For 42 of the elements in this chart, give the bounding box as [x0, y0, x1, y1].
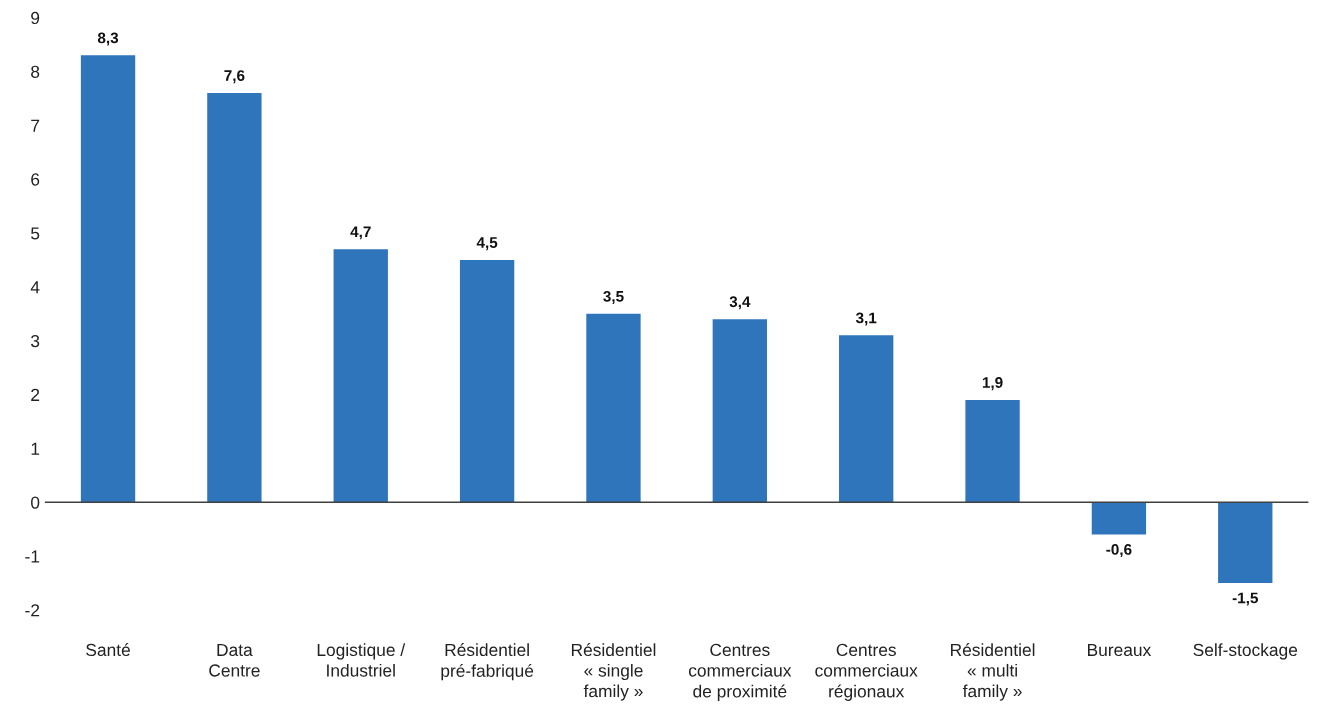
y-tick-label: 7: [31, 119, 40, 132]
x-tick-label: Centres commerciaux régionaux: [815, 643, 918, 701]
y-tick-label: 8: [31, 65, 40, 78]
bar: [1218, 502, 1273, 584]
bar: [1091, 502, 1147, 535]
bar: [459, 259, 515, 503]
data-label: 1,9: [982, 377, 1003, 391]
data-label: 7,6: [224, 70, 245, 84]
y-tick-label: -1: [25, 550, 40, 563]
x-tick-label: Logistique / Industriel: [317, 643, 406, 677]
bar: [80, 55, 136, 503]
x-tick-label: Résidentiel « multi family »: [951, 643, 1035, 701]
x-tick-label: Bureaux: [1088, 643, 1152, 657]
x-tick-label: Santé: [86, 643, 130, 657]
y-tick-label: 2: [31, 388, 40, 401]
bar: [207, 93, 262, 503]
data-label: 3,5: [603, 290, 624, 304]
y-tick-label: 9: [31, 11, 40, 25]
data-label: 8,3: [97, 32, 119, 46]
y-tick-label: 6: [31, 173, 40, 186]
data-label: 4,7: [350, 226, 371, 240]
data-label: -0,6: [1106, 544, 1132, 558]
bar: [839, 335, 894, 503]
bar: [965, 399, 1020, 503]
y-tick-label: 1: [31, 442, 40, 455]
y-tick-label: 0: [31, 496, 40, 509]
bar: [333, 249, 388, 503]
y-tick-label: -2: [25, 604, 40, 617]
y-tick-label: 3: [30, 334, 40, 348]
x-tick-label: Data Centre: [209, 643, 260, 677]
x-tick-label: Résidentiel pré-fabriqué: [441, 643, 534, 681]
data-label: 3,4: [729, 296, 751, 310]
y-tick-label: 4: [30, 281, 40, 294]
data-label: -1,5: [1232, 592, 1259, 606]
x-tick-label: Self-stockage: [1193, 643, 1298, 660]
x-tick-label: Résidentiel « single family »: [571, 643, 656, 701]
x-tick-label: Centres commerciaux de proximité: [688, 643, 792, 701]
bar: [712, 319, 767, 503]
data-label: 3,1: [855, 312, 877, 326]
data-label: 4,5: [476, 237, 498, 251]
y-tick-label: 5: [31, 227, 40, 240]
bar: [586, 313, 641, 503]
